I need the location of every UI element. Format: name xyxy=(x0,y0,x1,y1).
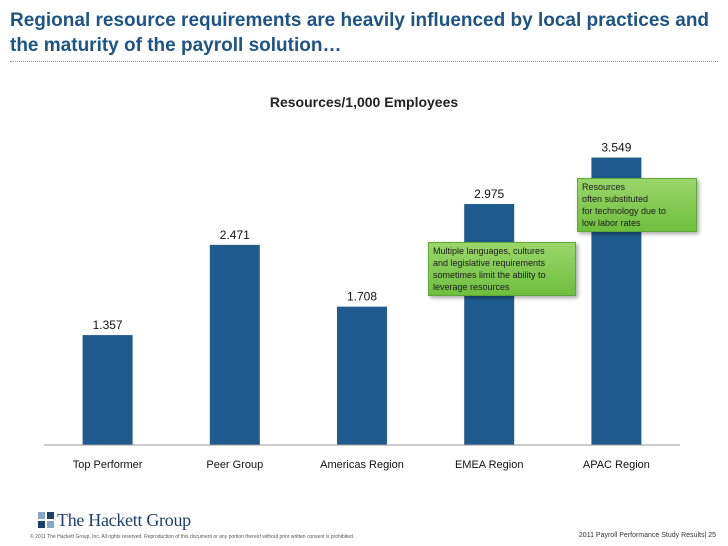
x-tick-label-4: APAC Region xyxy=(583,459,650,471)
callout-emea-note: Multiple languages, cultures and legisla… xyxy=(428,242,576,296)
data-label-2: 1.708 xyxy=(347,290,377,304)
x-tick-label-1: Peer Group xyxy=(206,459,263,471)
data-label-4: 3.549 xyxy=(601,141,631,155)
x-tick-label-2: Americas Region xyxy=(320,459,404,471)
x-tick-label-0: Top Performer xyxy=(73,459,143,471)
logo-text: The Hackett Group xyxy=(57,509,191,530)
slide-title: Regional resource requirements are heavi… xyxy=(10,10,710,56)
bar-3 xyxy=(464,204,515,445)
hackett-logo-icon xyxy=(38,512,54,528)
x-tick-label-3: EMEA Region xyxy=(455,459,523,471)
data-label-3: 2.975 xyxy=(474,187,504,201)
x-tick-labels: Top Performer Peer Group Americas Region EM… xyxy=(73,459,650,471)
data-labels: 1.357 2.471 1.708 2.975 3.549 xyxy=(93,141,632,333)
chart-title: Resources/1,000 Employees xyxy=(269,94,459,110)
bar-2 xyxy=(337,306,387,445)
bar-0 xyxy=(82,335,133,445)
title-divider xyxy=(10,61,718,62)
data-label-0: 1.357 xyxy=(93,318,123,332)
hackett-logo: The Hackett Group xyxy=(38,510,191,530)
data-label-1: 2.471 xyxy=(220,228,250,242)
copyright-notice: © 2011 The Hackett Group, Inc. All right… xyxy=(30,534,355,540)
bar-1 xyxy=(209,244,260,445)
callout-apac-note: Resources often substituted for technolo… xyxy=(577,178,697,232)
page-reference: 2011 Payroll Performance Study Results| … xyxy=(578,532,716,539)
